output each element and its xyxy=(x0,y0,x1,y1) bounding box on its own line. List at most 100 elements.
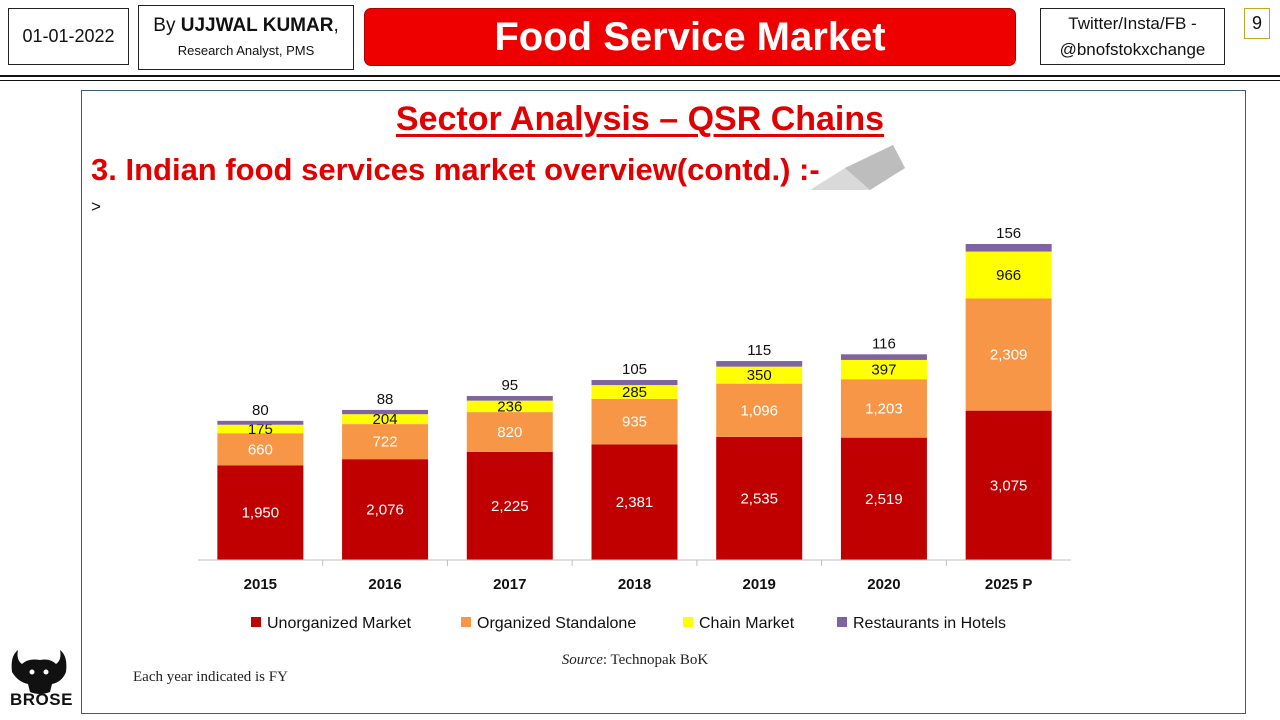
data-label-0-2: 2,225 xyxy=(491,498,529,515)
legend-swatch-0 xyxy=(251,617,261,627)
author-prefix: By xyxy=(153,15,181,36)
bar-segment-2-2 xyxy=(466,400,553,413)
data-label-2-1: 204 xyxy=(373,411,398,428)
data-label-0-4: 2,535 xyxy=(740,490,778,507)
data-label-0-5: 2,519 xyxy=(865,491,903,508)
author-line: By UJJWAL KUMAR, xyxy=(139,15,353,37)
bar-segment-0-4 xyxy=(716,436,803,560)
legend-label-3: Restaurants in Hotels xyxy=(853,615,1006,632)
data-label-3-2: 95 xyxy=(501,377,518,394)
bar-segment-1-1 xyxy=(342,424,429,460)
bar-segment-1-4 xyxy=(716,383,803,437)
bar-segment-3-5 xyxy=(840,354,927,360)
bull-logo-icon xyxy=(11,650,67,694)
data-label-0-1: 2,076 xyxy=(366,502,404,519)
page-number: 9 xyxy=(1251,13,1262,33)
x-tick-label-6: 2025 P xyxy=(985,576,1033,593)
data-label-3-1: 88 xyxy=(377,391,394,408)
data-label-0-6: 3,075 xyxy=(990,477,1028,494)
x-tick-label-1: 2016 xyxy=(368,576,401,593)
author-suffix: , xyxy=(333,15,339,36)
bar-segment-3-3 xyxy=(591,379,678,386)
subtitle: 3. Indian food services market overview(… xyxy=(91,152,820,187)
author-box: By UJJWAL KUMAR, Research Analyst, PMS xyxy=(138,5,354,70)
x-tick-label-3: 2018 xyxy=(618,576,651,593)
legend-swatch-2 xyxy=(683,617,693,627)
x-ticks-layer: 2015 2016 2017 2018 2019 2020 2025 P xyxy=(244,560,1033,593)
section-title: Sector Analysis – QSR Chains xyxy=(0,100,1280,139)
social-line-1: Twitter/Insta/FB - xyxy=(1068,14,1197,33)
author-role: Research Analyst, PMS xyxy=(177,43,315,58)
data-label-3-5: 116 xyxy=(872,335,896,352)
page-title-box: Food Service Market xyxy=(364,8,1016,66)
source-note: Source: Technopak BoK xyxy=(0,652,1270,669)
data-label-1-4: 1,096 xyxy=(740,402,778,419)
bar-segment-2-1 xyxy=(342,414,429,425)
bars-layer: 1,950 660 175 80 2,076 722 204 88 2,225 820 236 95 2… xyxy=(217,225,1052,560)
header-rule-top xyxy=(0,75,1280,77)
legend-swatch-1 xyxy=(461,617,471,627)
x-tick-label-4: 2019 xyxy=(743,576,776,593)
bar-segment-3-6 xyxy=(965,244,1052,252)
bar-segment-1-6 xyxy=(965,298,1052,411)
data-label-3-6: 156 xyxy=(996,225,1021,242)
data-label-1-0: 660 xyxy=(248,441,273,458)
date-text: 01-01-2022 xyxy=(22,26,115,46)
data-label-2-3: 285 xyxy=(622,384,647,401)
bar-segment-2-0 xyxy=(217,424,304,434)
section-title-text: Sector Analysis – QSR Chains xyxy=(395,100,885,138)
page-number-box: 9 xyxy=(1244,8,1270,39)
legend-label-0: Unorganized Market xyxy=(267,615,412,632)
bar-segment-0-6 xyxy=(965,410,1052,560)
logo-text: BROSE xyxy=(10,690,73,709)
data-label-3-4: 115 xyxy=(747,342,771,359)
page-title: Food Service Market xyxy=(494,14,886,59)
data-label-1-5: 1,203 xyxy=(865,400,903,417)
social-handle: @bnofstokxchange xyxy=(1059,40,1206,59)
content-frame xyxy=(81,90,1246,714)
bar-segment-2-3 xyxy=(591,385,678,399)
data-label-2-5: 397 xyxy=(871,362,896,379)
social-box: Twitter/Insta/FB - @bnofstokxchange xyxy=(1040,8,1225,65)
legend-label-1: Organized Standalone xyxy=(477,615,636,632)
author-name: UJJWAL KUMAR xyxy=(180,15,334,36)
fy-note: Each year indicated is FY xyxy=(133,669,288,685)
legend: Unorganized Market Organized Standalone Ch… xyxy=(251,615,1006,632)
data-label-0-3: 2,381 xyxy=(616,494,654,511)
legend-swatch-3 xyxy=(837,617,847,627)
bar-segment-2-5 xyxy=(840,359,927,380)
data-label-2-6: 966 xyxy=(996,267,1021,284)
data-label-3-0: 80 xyxy=(252,402,269,419)
bar-segment-2-4 xyxy=(716,366,803,384)
bar-segment-0-0 xyxy=(217,465,304,560)
bar-segment-1-3 xyxy=(591,398,678,445)
data-label-1-2: 820 xyxy=(497,424,522,441)
source-label: Source xyxy=(561,652,603,668)
data-label-3-3: 105 xyxy=(622,361,647,378)
bar-segment-0-2 xyxy=(466,451,553,560)
data-label-2-4: 350 xyxy=(747,367,772,384)
data-label-1-1: 722 xyxy=(373,434,398,451)
legend-label-2: Chain Market xyxy=(699,615,795,632)
date-box: 01-01-2022 xyxy=(8,8,129,65)
data-label-1-3: 935 xyxy=(622,414,647,431)
bar-segment-0-5 xyxy=(840,437,927,560)
data-label-0-0: 1,950 xyxy=(242,505,280,522)
bar-segment-3-4 xyxy=(716,361,803,367)
data-label-1-6: 2,309 xyxy=(990,347,1028,364)
source-text: : Technopak BoK xyxy=(602,652,709,668)
bar-segment-3-2 xyxy=(466,396,553,401)
data-label-2-0: 175 xyxy=(248,421,273,438)
bullet-marker: > xyxy=(91,197,101,216)
header-rule-bottom xyxy=(0,80,1280,81)
bar-segment-1-0 xyxy=(217,433,304,466)
x-tick-label-0: 2015 xyxy=(244,576,277,593)
bar-segment-0-1 xyxy=(342,459,429,560)
bar-segment-2-6 xyxy=(965,251,1052,299)
x-tick-label-5: 2020 xyxy=(867,576,900,593)
bar-segment-1-5 xyxy=(840,379,927,438)
x-tick-label-2: 2017 xyxy=(493,576,526,593)
bar-segment-3-1 xyxy=(342,409,429,415)
